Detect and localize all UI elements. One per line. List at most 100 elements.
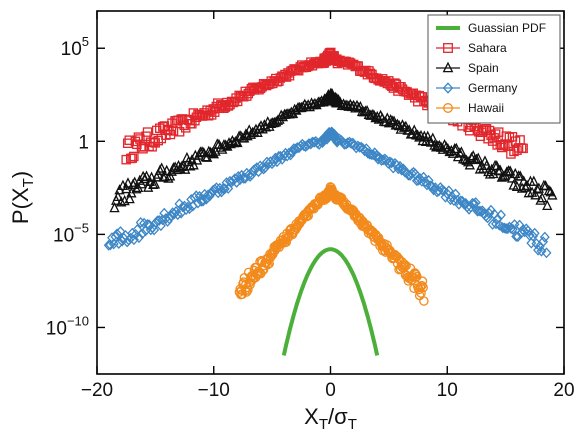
- series-point: [522, 225, 533, 237]
- series-point: [231, 176, 242, 188]
- series-point: [323, 127, 334, 139]
- series-point: [501, 166, 513, 177]
- series-point: [512, 231, 523, 243]
- series-point: [149, 178, 161, 189]
- series-point: [322, 91, 334, 102]
- series-point: [216, 186, 227, 198]
- series-point: [533, 244, 544, 256]
- series-point: [506, 223, 517, 234]
- series-point: [542, 199, 553, 211]
- legend-entry-germany: Germany: [436, 81, 517, 95]
- x-tick-label: 20: [553, 380, 574, 401]
- series-point: [175, 162, 186, 173]
- series-point: [532, 183, 543, 194]
- series-point: [243, 285, 253, 295]
- legend-marker: [443, 43, 453, 53]
- series-point: [168, 126, 179, 136]
- series-point: [418, 282, 428, 293]
- series-hawaii: [234, 182, 429, 306]
- legend-box: [427, 14, 561, 124]
- series-point: [473, 152, 484, 163]
- series-point: [493, 165, 504, 176]
- legend-entry-hawaii: Hawaii: [436, 101, 504, 115]
- series-point: [547, 189, 558, 200]
- series-point: [149, 224, 160, 236]
- series-point: [537, 192, 548, 203]
- series-point: [112, 228, 123, 240]
- series-point: [543, 184, 555, 196]
- series-point: [115, 226, 126, 238]
- series-point: [530, 189, 541, 200]
- x-tick-label: 0: [325, 380, 336, 401]
- series-point: [518, 143, 528, 154]
- series-point: [134, 232, 144, 244]
- series-point: [191, 154, 203, 165]
- series-point: [184, 203, 195, 215]
- series-point: [369, 147, 380, 159]
- legend-label: Spain: [468, 61, 499, 75]
- series-point: [541, 247, 552, 259]
- series-point: [171, 206, 182, 217]
- series-point: [499, 222, 510, 234]
- y-tick-label: 105: [61, 34, 89, 60]
- series-point: [540, 180, 551, 191]
- series-point: [454, 147, 465, 158]
- series-point: [487, 218, 498, 230]
- series-point: [219, 183, 230, 195]
- series-point: [327, 129, 338, 141]
- series-point: [156, 162, 167, 173]
- series-point: [245, 128, 257, 139]
- legend-entry-sahara: Sahara: [436, 41, 507, 55]
- series-point: [326, 89, 337, 100]
- series-point: [465, 201, 476, 213]
- series-point: [430, 141, 442, 152]
- series-point: [127, 153, 138, 163]
- series-point: [416, 288, 426, 298]
- legend: Guassian PDF Sahara Spain Germany Hawaii: [427, 14, 561, 124]
- legend-marker: [442, 61, 454, 73]
- series-point: [382, 240, 392, 250]
- series-point: [501, 131, 512, 141]
- series-point: [412, 271, 422, 282]
- series-point: [354, 141, 365, 153]
- y-axis-title: P(XT): [8, 171, 37, 224]
- series-point: [528, 175, 539, 186]
- x-tick-label: 10: [437, 380, 458, 401]
- series-germany: [103, 126, 552, 259]
- series-point: [392, 118, 403, 129]
- series-point: [269, 116, 280, 128]
- legend-label: Hawaii: [468, 101, 504, 115]
- series-point: [515, 170, 526, 181]
- legend-marker: [442, 82, 454, 94]
- series-point: [223, 182, 234, 194]
- gaussian-pdf-curve: [281, 247, 380, 356]
- legend-marker: [443, 103, 453, 113]
- series-point: [197, 195, 208, 207]
- series-point: [318, 96, 329, 107]
- series-point: [124, 192, 135, 204]
- series-point: [447, 191, 458, 203]
- series-point: [271, 116, 282, 127]
- legend-entry-guassian-pdf: Guassian PDF: [436, 21, 546, 35]
- series-point: [327, 126, 338, 138]
- series-point: [441, 141, 452, 152]
- series-point: [418, 171, 429, 183]
- series-point: [129, 151, 139, 162]
- series-point: [445, 194, 456, 206]
- series-point: [241, 287, 252, 297]
- series-point: [142, 127, 153, 137]
- series-point: [467, 197, 478, 209]
- series-point: [181, 204, 192, 216]
- series-point: [211, 182, 222, 194]
- series-point: [539, 231, 550, 243]
- series-point: [146, 171, 157, 182]
- series-point: [505, 165, 516, 176]
- series-point: [288, 143, 299, 155]
- series-point: [417, 276, 428, 286]
- series-point: [364, 148, 375, 160]
- series-point: [536, 245, 547, 257]
- series-point: [490, 129, 501, 139]
- series-point: [420, 176, 431, 188]
- series-point: [179, 200, 190, 212]
- series-point: [233, 170, 244, 182]
